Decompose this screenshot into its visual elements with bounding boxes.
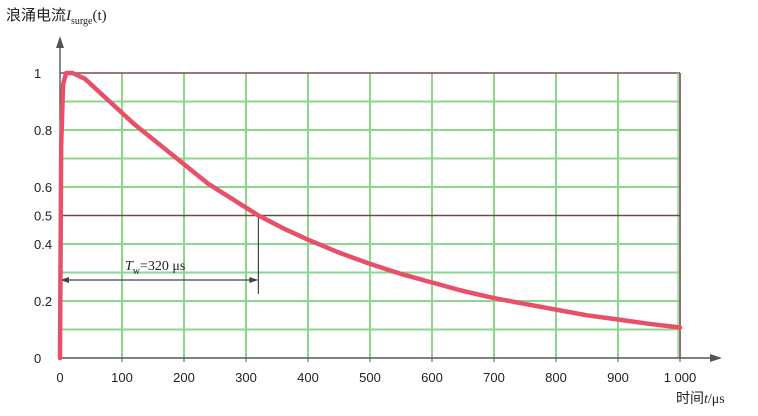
x-tick-label: 400	[297, 370, 319, 385]
y-tick-label: 0.2	[34, 294, 52, 309]
tw-arrow-left	[60, 277, 69, 283]
surge-curve	[57, 70, 683, 361]
x-tick-label: 100	[111, 370, 133, 385]
x-tick-label: 900	[607, 370, 629, 385]
tw-arrow-right	[249, 277, 259, 283]
x-tick-label: 1 000	[664, 370, 697, 385]
x-axis-label: 时间t/μs	[676, 391, 725, 407]
axes	[56, 36, 722, 362]
x-tick-label: 600	[421, 370, 443, 385]
x-tick-label: 500	[359, 370, 381, 385]
y-axis-arrow	[56, 36, 64, 48]
y-tick-label: 0.4	[34, 237, 52, 252]
x-axis-arrow	[710, 354, 722, 362]
series	[57, 70, 683, 361]
x-tick-label: 0	[56, 370, 63, 385]
y-axis-label: 浪涌电流Isurge(t)	[6, 6, 107, 27]
y-tick-label: 0	[34, 351, 41, 366]
y-tick-label: 0.6	[34, 180, 52, 195]
y-tick-label: 0.5	[34, 209, 52, 224]
pulse-width-label: Tw=320 μs	[125, 259, 186, 277]
x-tick-label: 700	[483, 370, 505, 385]
x-tick-label: 300	[235, 370, 257, 385]
x-tick-label: 200	[173, 370, 195, 385]
y-tick-label: 1	[34, 66, 41, 81]
annotations	[60, 214, 680, 294]
grid	[60, 73, 680, 358]
y-tick-label: 0.8	[34, 123, 52, 138]
x-tick-label: 800	[545, 370, 567, 385]
tick-labels: 0 100 200 300 400 500 600 700 800 900 1 000 0 0.2 0.4…	[34, 66, 696, 385]
